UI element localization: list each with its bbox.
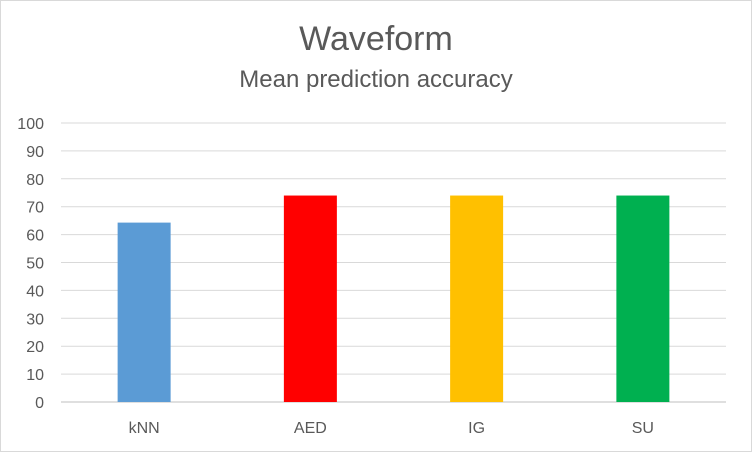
y-axis-ticks: 0 10 20 30 40 50 60 70 80 90 100 bbox=[17, 116, 44, 412]
chart-subtitle: Mean prediction accuracy bbox=[239, 66, 513, 93]
bars bbox=[117, 195, 670, 402]
y-tick-label: 30 bbox=[26, 311, 44, 328]
y-tick-label: 90 bbox=[26, 144, 44, 161]
y-tick-label: 80 bbox=[26, 172, 44, 189]
y-tick-label: 100 bbox=[17, 116, 44, 133]
bar-aed bbox=[283, 195, 337, 402]
y-tick-label: 40 bbox=[26, 283, 44, 300]
x-tick-label: kNN bbox=[129, 420, 160, 437]
bar-ig bbox=[450, 195, 504, 402]
y-tick-label: 50 bbox=[26, 256, 44, 273]
y-tick-label: 70 bbox=[26, 200, 44, 217]
y-tick-label: 60 bbox=[26, 228, 44, 245]
x-tick-label: SU bbox=[632, 420, 654, 437]
chart-title: Waveform bbox=[299, 20, 453, 58]
gridlines bbox=[61, 122, 726, 403]
x-tick-label: AED bbox=[294, 420, 327, 437]
x-axis-ticks: kNN AED IG SU bbox=[129, 420, 654, 437]
bar-su bbox=[616, 195, 670, 402]
y-tick-label: 10 bbox=[26, 367, 44, 384]
x-tick-label: IG bbox=[468, 420, 485, 437]
y-tick-label: 0 bbox=[35, 395, 44, 412]
bar-knn bbox=[117, 222, 171, 402]
y-tick-label: 20 bbox=[26, 339, 44, 356]
